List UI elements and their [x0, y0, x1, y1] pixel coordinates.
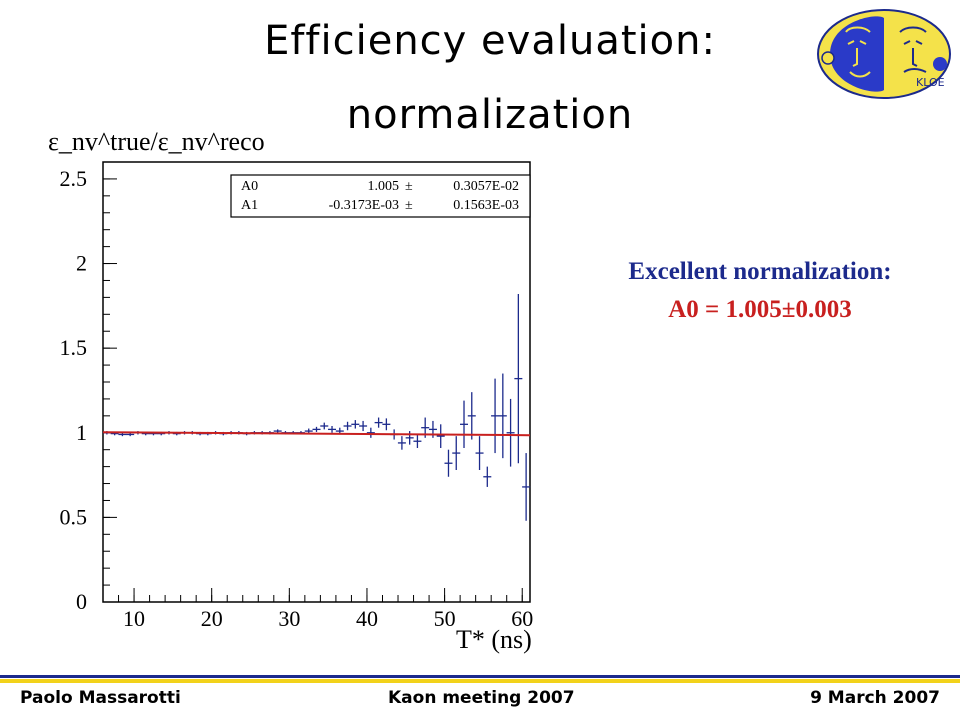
- kloe-logo-icon: KLOE: [817, 9, 951, 99]
- stat-param-error: 0.1563E-03: [453, 198, 519, 213]
- data-point: [397, 436, 406, 450]
- x-axis-label: T* (ns): [456, 625, 532, 654]
- callout-line1: Excellent normalization:: [628, 258, 892, 285]
- data-point: [460, 400, 469, 448]
- x-tick-label: 40: [356, 606, 378, 631]
- stat-pm: ±: [405, 179, 413, 194]
- data-point: [413, 434, 422, 448]
- data-point: [522, 453, 531, 521]
- data-point: [506, 398, 515, 467]
- data-point: [483, 466, 492, 487]
- data-point: [366, 427, 375, 438]
- stat-pm: ±: [405, 198, 413, 213]
- fit-stat-box: [230, 174, 531, 218]
- x-tick-label: 10: [123, 606, 145, 631]
- data-point: [514, 294, 523, 464]
- y-tick-label: 0: [76, 589, 87, 614]
- footer-band: [0, 679, 960, 683]
- x-tick-label: 60: [511, 606, 533, 631]
- data-point: [312, 426, 321, 432]
- footer-event: Kaon meeting 2007: [388, 688, 575, 708]
- data-point: [436, 424, 445, 448]
- y-tick-label: 2.5: [60, 166, 88, 191]
- plot-frame: [102, 161, 531, 603]
- x-tick-label: 20: [201, 606, 223, 631]
- y-axis-label: ε_nv^true/ε_nv^reco: [48, 127, 265, 156]
- footer-date: 9 March 2007: [810, 688, 940, 708]
- slide-title-line2: normalization: [346, 92, 634, 138]
- footer-rule: [0, 675, 960, 678]
- data-point: [351, 420, 360, 429]
- data-point: [343, 421, 352, 431]
- fit-line: [102, 431, 531, 437]
- x-tick-label: 50: [434, 606, 456, 631]
- stat-param-name: A0: [241, 179, 258, 194]
- data-point: [382, 418, 391, 431]
- y-tick-label: 0.5: [60, 504, 88, 529]
- data-point: [405, 431, 414, 445]
- data-point: [320, 422, 329, 430]
- stat-param-name: A1: [241, 198, 258, 213]
- slide-title-line1: Efficiency evaluation:: [264, 18, 716, 64]
- x-tick-label: 30: [278, 606, 300, 631]
- footer-author: Paolo Massarotti: [20, 688, 181, 708]
- data-point: [359, 420, 368, 432]
- stat-param-error: 0.3057E-02: [453, 179, 519, 194]
- data-point: [491, 378, 500, 454]
- data-point: [498, 373, 507, 459]
- stat-param-value: -0.3173E-03: [329, 198, 399, 213]
- callout-line2: A0 = 1.005±0.003: [668, 296, 852, 323]
- data-point: [328, 426, 337, 433]
- data-point: [374, 417, 383, 428]
- data-point: [273, 429, 282, 433]
- data-point: [467, 392, 476, 440]
- data-point: [475, 436, 484, 470]
- y-tick-label: 2: [76, 251, 87, 276]
- data-point: [444, 449, 453, 477]
- y-tick-label: 1.5: [60, 335, 88, 360]
- data-point: [452, 436, 461, 470]
- logo-text: KLOE: [916, 76, 945, 89]
- stat-param-value: 1.005: [368, 179, 400, 194]
- y-tick-label: 1: [76, 420, 87, 445]
